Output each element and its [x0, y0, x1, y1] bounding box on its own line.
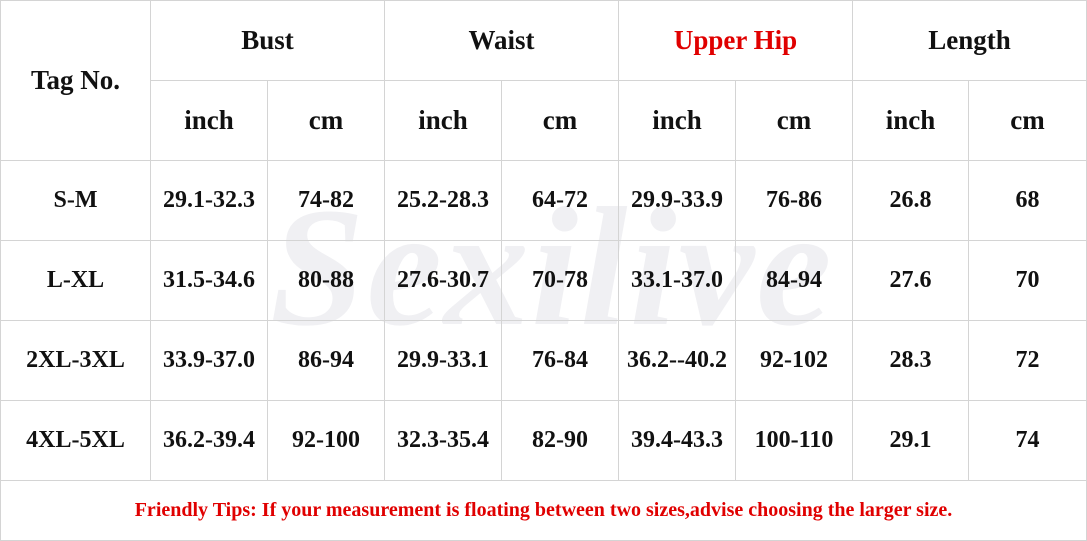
measurement: 64-72 — [502, 161, 619, 241]
unit-header: cm — [502, 81, 619, 161]
measurement: 32.3-35.4 — [385, 401, 502, 481]
measurement: 36.2--40.2 — [619, 321, 736, 401]
measurement: 100-110 — [736, 401, 853, 481]
watermark: Sexilive — [270, 173, 834, 361]
group-header: Upper Hip — [619, 0, 853, 81]
size-label: L-XL — [0, 241, 151, 321]
measurement: 29.1 — [853, 401, 969, 481]
measurement: 26.8 — [853, 161, 969, 241]
measurement: 84-94 — [736, 241, 853, 321]
measurement: 36.2-39.4 — [151, 401, 268, 481]
group-header: Length — [853, 0, 1087, 81]
measurement: 25.2-28.3 — [385, 161, 502, 241]
measurement: 76-84 — [502, 321, 619, 401]
measurement: 31.5-34.6 — [151, 241, 268, 321]
measurement: 39.4-43.3 — [619, 401, 736, 481]
measurement: 29.1-32.3 — [151, 161, 268, 241]
unit-header: inch — [151, 81, 268, 161]
measurement: 29.9-33.1 — [385, 321, 502, 401]
measurement: 92-100 — [268, 401, 385, 481]
unit-header: cm — [736, 81, 853, 161]
measurement: 74-82 — [268, 161, 385, 241]
size-label: 4XL-5XL — [0, 401, 151, 481]
measurement: 29.9-33.9 — [619, 161, 736, 241]
measurement: 33.1-37.0 — [619, 241, 736, 321]
unit-header: inch — [619, 81, 736, 161]
size-label: S-M — [0, 161, 151, 241]
measurement: 92-102 — [736, 321, 853, 401]
measurement: 28.3 — [853, 321, 969, 401]
group-header: Bust — [151, 0, 385, 81]
measurement: 74 — [969, 401, 1087, 481]
measurement: 72 — [969, 321, 1087, 401]
measurement: 80-88 — [268, 241, 385, 321]
measurement: 82-90 — [502, 401, 619, 481]
friendly-tip: Friendly Tips: If your measurement is fl… — [0, 481, 1087, 541]
measurement: 86-94 — [268, 321, 385, 401]
group-header: Waist — [385, 0, 619, 81]
measurement: 27.6-30.7 — [385, 241, 502, 321]
measurement: 76-86 — [736, 161, 853, 241]
measurement: 70-78 — [502, 241, 619, 321]
measurement: 70 — [969, 241, 1087, 321]
measurement: 68 — [969, 161, 1087, 241]
size-label: 2XL-3XL — [0, 321, 151, 401]
measurement: 27.6 — [853, 241, 969, 321]
unit-header: inch — [385, 81, 502, 161]
unit-header: inch — [853, 81, 969, 161]
measurement: 33.9-37.0 — [151, 321, 268, 401]
unit-header: cm — [268, 81, 385, 161]
tag-header: Tag No. — [0, 0, 151, 161]
unit-header: cm — [969, 81, 1087, 161]
